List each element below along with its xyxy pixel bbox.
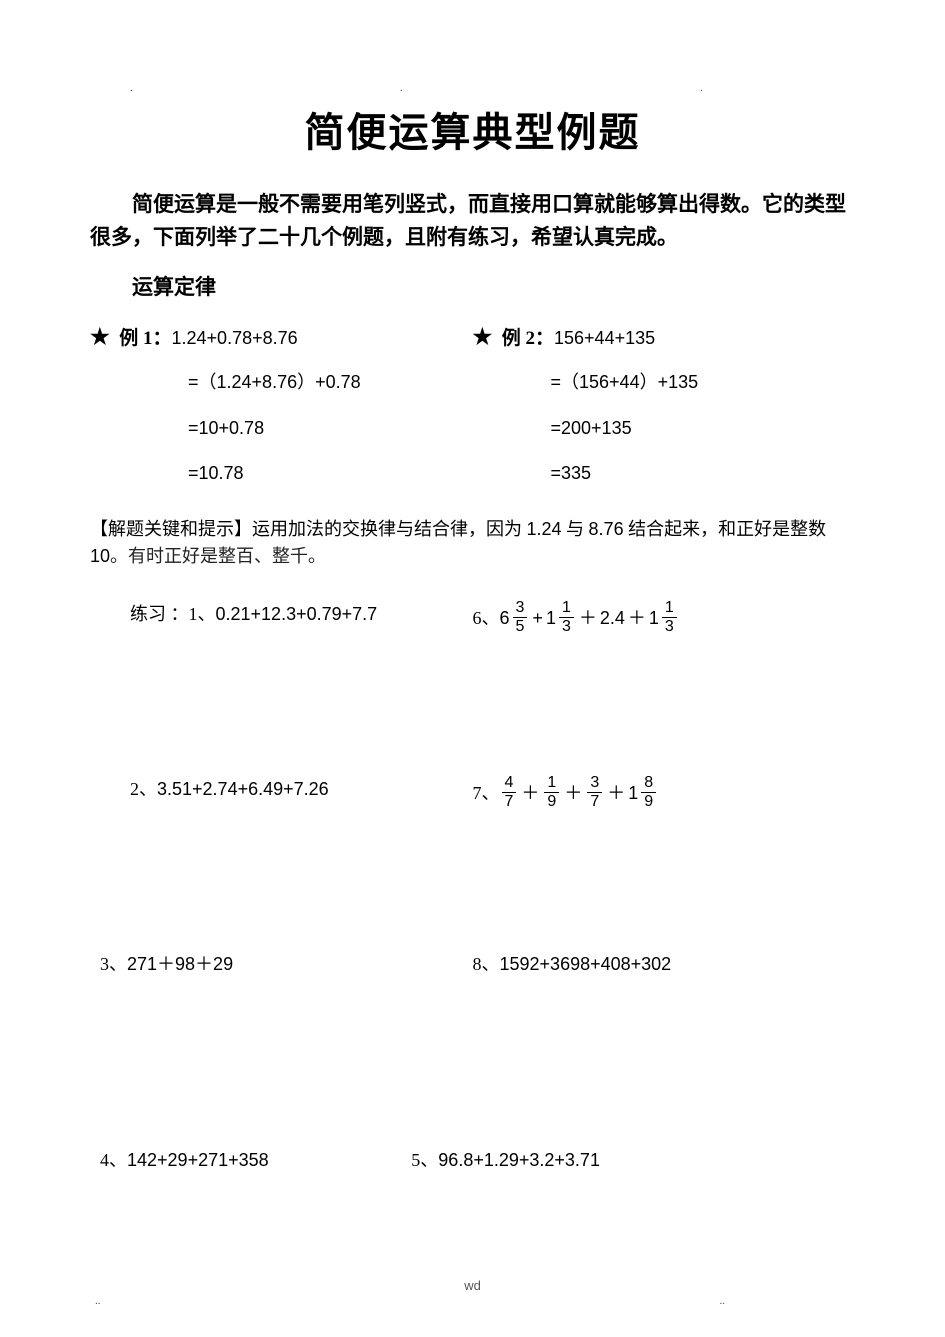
exercise-2: 2、3.51+2.74+6.49+7.26 xyxy=(90,775,473,810)
exercise-3-num: 3、 xyxy=(100,954,127,974)
exercise-3-expr: 271＋98＋29 xyxy=(127,954,233,974)
hint-label: 【解题关键和提示】 xyxy=(90,519,252,539)
plus-icon: ＋ xyxy=(564,784,582,802)
examples-row: ★ 例 1：1.24+0.78+8.76 =（1.24+8.76）+0.78 =… xyxy=(90,323,855,508)
exercise-8: 8、1592+3698+408+302 xyxy=(473,950,856,976)
exercise-5-num: 5、 xyxy=(411,1150,438,1170)
exercise-4-num: 4、 xyxy=(100,1150,127,1170)
footer-mark-right: .. xyxy=(720,1295,726,1307)
mixed-6a: 635 xyxy=(500,600,530,635)
example-1-step-3: =10.78 xyxy=(188,463,473,484)
plus-icon: ＋ xyxy=(579,609,597,627)
frac-7a: 47 xyxy=(502,775,517,810)
top-mark-right: . xyxy=(700,82,703,94)
exercise-2-expr: 3.51+2.74+6.49+7.26 xyxy=(157,779,329,799)
exercise-8-num: 8、 xyxy=(473,954,500,974)
star-icon: ★ xyxy=(90,324,110,349)
example-2: ★ 例 2：156+44+135 =（156+44）+135 =200+135 … xyxy=(473,323,856,508)
plus-icon: + xyxy=(532,609,543,627)
frac-7b: 19 xyxy=(544,775,559,810)
exercise-7: 7、 47 ＋ 19 ＋ 37 ＋ 189 xyxy=(473,775,856,810)
example-1-title: ★ 例 1：1.24+0.78+8.76 xyxy=(90,323,473,350)
footer-center: wd xyxy=(0,1278,945,1293)
hint-num-c: 10 xyxy=(90,546,110,566)
exercises: 练习 ：1、0.21+12.3+0.79+7.7 6、 635 + 113 ＋ … xyxy=(90,600,855,1172)
example-2-sep: ： xyxy=(535,328,554,349)
hint-num-b: 8.76 xyxy=(589,519,624,539)
example-2-step-3: =335 xyxy=(551,463,856,484)
exercise-6: 6、 635 + 113 ＋ 2.4 ＋ 113 xyxy=(473,600,856,635)
example-1-step-2: =10+0.78 xyxy=(188,418,473,439)
section-label: 运算定律 xyxy=(90,271,855,301)
exercise-row-4: 4、142+29+271+358 5、96.8+1.29+3.2+3.71 xyxy=(90,1146,855,1172)
example-1-expr: 1.24+0.78+8.76 xyxy=(172,328,298,348)
example-2-label: 例 2 xyxy=(502,328,535,349)
page-title: 简便运算典型例题 xyxy=(90,100,855,158)
example-1-step-1: =（1.24+8.76）+0.78 xyxy=(188,368,473,394)
mixed-7d: 189 xyxy=(628,775,658,810)
star-icon: ★ xyxy=(473,324,493,349)
exercise-8-expr: 1592+3698+408+302 xyxy=(500,954,672,974)
exercises-prefix: 练习 ： xyxy=(130,604,189,624)
plus-icon: ＋ xyxy=(521,784,539,802)
plus-icon: ＋ xyxy=(628,609,646,627)
exercise-1-expr: 0.21+12.3+0.79+7.7 xyxy=(216,604,378,624)
footer-mark-left: .. xyxy=(95,1295,101,1307)
exercise-row-3: 3、271＋98＋29 8、1592+3698+408+302 xyxy=(90,950,855,976)
exercise-4-expr: 142+29+271+358 xyxy=(127,1150,269,1170)
hint-num-a: 1.24 xyxy=(527,519,562,539)
exercise-6-num: 6、 xyxy=(473,609,500,627)
hint-text-b: 与 xyxy=(562,519,589,539)
exercise-row-2: 2、3.51+2.74+6.49+7.26 7、 47 ＋ 19 ＋ 37 ＋ … xyxy=(90,775,855,810)
exercise-3: 3、271＋98＋29 xyxy=(90,950,473,976)
exercise-row-1: 练习 ：1、0.21+12.3+0.79+7.7 6、 635 + 113 ＋ … xyxy=(90,600,855,635)
plus-icon: ＋ xyxy=(607,784,625,802)
hint-text-c: 结合起来，和正好是整数 xyxy=(624,519,827,539)
example-1-label: 例 1 xyxy=(119,328,152,349)
hint-text-a: 运用加法的交换律与结合律，因为 xyxy=(252,519,527,539)
document-page: . . . 简便运算典型例题 简便运算是一般不需要用笔列竖式，而直接用口算就能够… xyxy=(0,0,945,1337)
exercise-5: 5、96.8+1.29+3.2+3.71 xyxy=(411,1146,794,1172)
exercise-2-num: 2、 xyxy=(130,779,157,799)
mixed-6d: 113 xyxy=(649,600,679,635)
example-1-steps: =（1.24+8.76）+0.78 =10+0.78 =10.78 xyxy=(90,368,473,484)
exercise-1-num: 1、 xyxy=(189,604,216,624)
mixed-6b: 113 xyxy=(546,600,576,635)
frac-7c: 37 xyxy=(587,775,602,810)
hint-text-d: 。有时正好是整百、整千。 xyxy=(110,546,326,566)
top-mark-center: . xyxy=(400,82,403,94)
exercise-1: 练习 ：1、0.21+12.3+0.79+7.7 xyxy=(90,600,473,635)
example-2-steps: =（156+44）+135 =200+135 =335 xyxy=(473,368,856,484)
example-1-sep: ： xyxy=(153,328,172,349)
top-mark-left: . xyxy=(130,82,133,94)
example-2-title: ★ 例 2：156+44+135 xyxy=(473,323,856,350)
example-2-step-1: =（156+44）+135 xyxy=(551,368,856,394)
example-1: ★ 例 1：1.24+0.78+8.76 =（1.24+8.76）+0.78 =… xyxy=(90,323,473,508)
exercise-6-c: 2.4 xyxy=(600,609,625,627)
hint-paragraph: 【解题关键和提示】运用加法的交换律与结合律，因为 1.24 与 8.76 结合起… xyxy=(90,516,855,570)
example-2-step-2: =200+135 xyxy=(551,418,856,439)
exercise-5-expr: 96.8+1.29+3.2+3.71 xyxy=(438,1150,600,1170)
example-2-expr: 156+44+135 xyxy=(554,328,655,348)
exercise-4: 4、142+29+271+358 xyxy=(90,1146,411,1172)
exercise-7-num: 7、 xyxy=(473,784,500,802)
intro-paragraph: 简便运算是一般不需要用笔列竖式，而直接用口算就能够算出得数。它的类型很多，下面列… xyxy=(90,188,855,253)
